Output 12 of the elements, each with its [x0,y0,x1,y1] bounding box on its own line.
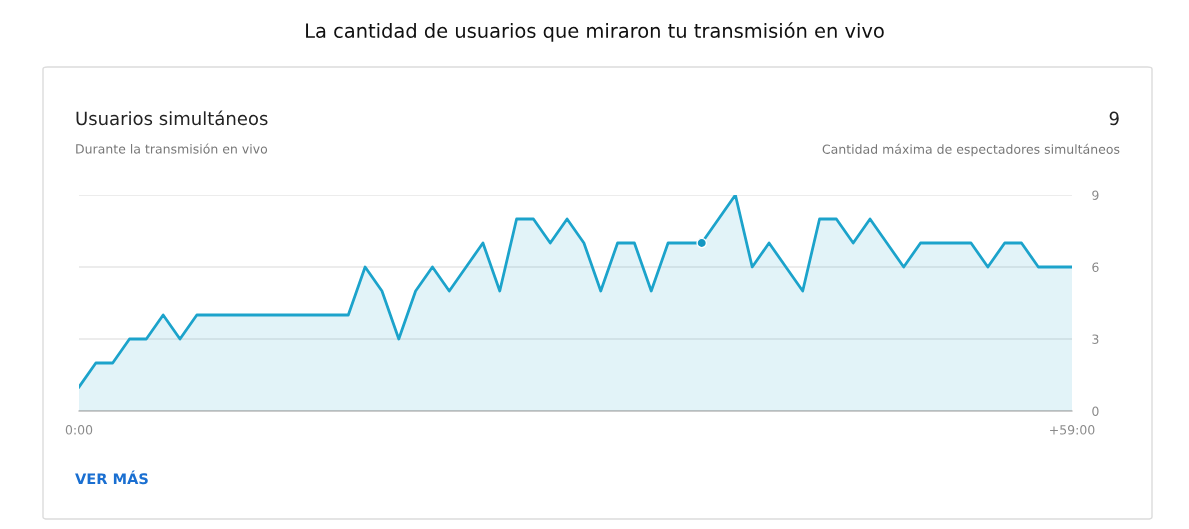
text: Cantidad máxima de espectadores simultáneos [822,143,1120,157]
text: 9 [1109,111,1119,126]
x-tick-label: 0:00 [65,425,93,435]
y-tick-label: 0 [1092,406,1099,416]
y-tick-label: 6 [1092,262,1099,272]
y-tick-label: 9 [1092,190,1099,200]
chart-subtitle: Usuarios simultáneos [76,110,268,126]
x-tick-label: +59:00 [1050,425,1095,435]
chart-title: La cantidad de usuarios que miraron tu transmisión en vivo [306,22,884,42]
text: Durante la transmisión en vivo [76,143,268,154]
text: VER MÁS [75,470,148,485]
y-tick-label: 3 [1092,334,1099,344]
